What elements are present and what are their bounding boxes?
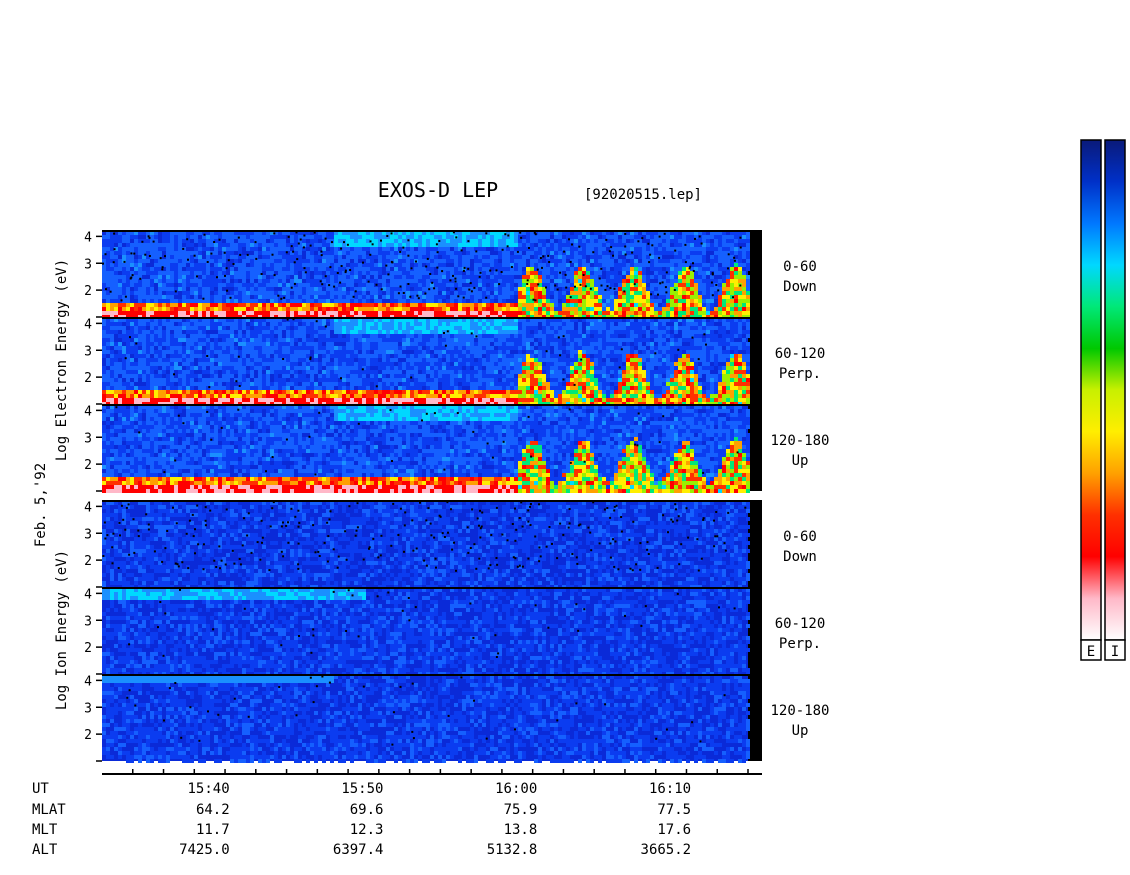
colorbar-label: E: [1087, 644, 1095, 660]
panel-electron-2: 2 3 4 120-180 Up: [84, 404, 830, 493]
y-tick-label: 2: [84, 554, 92, 569]
panel-electron-1: 2 3 4 60-120 Perp.: [84, 317, 825, 406]
dropout-pixels: [102, 501, 747, 572]
heatmap-cells: [102, 405, 750, 493]
date-label: Feb. 5,'92: [33, 463, 49, 547]
ephemeris-row-label: MLT: [32, 822, 58, 838]
y-tick-label: 4: [84, 500, 92, 515]
electron-axis-label: Log Electron Energy (eV): [54, 259, 70, 461]
ephemeris-row-label: MLAT: [32, 802, 66, 818]
ephemeris-row-label: UT: [32, 781, 49, 797]
ephemeris-value: 6397.4: [333, 842, 384, 858]
y-tick-label: 4: [84, 230, 92, 245]
dropout-pixels: [126, 675, 726, 746]
colorbar-label: I: [1111, 644, 1119, 660]
ephemeris-value: 77.5: [657, 802, 691, 818]
dropout-pixels: [115, 406, 739, 476]
ephemeris-value: 69.6: [350, 802, 384, 818]
colorbar-label-box: [1080, 639, 1102, 661]
ephemeris-value: 75.9: [504, 802, 538, 818]
y-tick-label: 3: [84, 701, 92, 716]
ephemeris-value: 13.8: [504, 822, 538, 838]
colorbar-e: [1080, 139, 1102, 641]
ion-axis-label: Log Ion Energy (eV): [54, 550, 70, 710]
ephemeris-value: 3665.2: [641, 842, 692, 858]
y-tick-label: 3: [84, 257, 92, 272]
spectrogram-panels: 2 3 4 0-60 Down 2 3 4 60-120 Perp. 2 3 4 120-180 Up 2 3 4…: [84, 230, 830, 763]
colorbar-label-box: [1104, 639, 1126, 661]
y-tick-label: 3: [84, 431, 92, 446]
y-tick-label: 3: [84, 527, 92, 542]
ephemeris-value: 5132.8: [487, 842, 538, 858]
y-tick-label: 2: [84, 641, 92, 656]
pitch-range-label: 0-60: [783, 529, 817, 545]
y-tick-label: 2: [84, 728, 92, 743]
y-tick-label: 4: [84, 674, 92, 689]
pitch-direction-label: Down: [783, 549, 817, 565]
pitch-direction-label: Perp.: [779, 636, 821, 652]
y-tick-label: 3: [84, 614, 92, 629]
y-tick-label: 4: [84, 587, 92, 602]
colorbar-i: [1104, 139, 1126, 641]
dropout-pixels: [124, 318, 707, 389]
y-tick-label: 3: [84, 344, 92, 359]
y-tick-label: 4: [84, 317, 92, 332]
ephemeris-value: 15:50: [341, 781, 383, 797]
y-tick-label: 2: [84, 458, 92, 473]
pitch-direction-label: Up: [792, 453, 809, 469]
chart-title: EXOS-D LEP: [378, 178, 498, 202]
panel-ion-2: 2 3 4 120-180 Up: [84, 674, 830, 763]
ephemeris-value: 11.7: [196, 822, 230, 838]
pitch-direction-label: Up: [792, 723, 809, 739]
ephemeris-value: 7425.0: [179, 842, 230, 858]
ephemeris-value: 16:10: [649, 781, 691, 797]
ephemeris-value: 15:40: [188, 781, 230, 797]
panel-electron-0: 2 3 4 0-60 Down: [84, 230, 817, 319]
heatmap-cells: [102, 231, 750, 319]
heatmap-cells: [102, 588, 750, 676]
time-axis: [102, 769, 762, 775]
ephemeris-value: 17.6: [657, 822, 691, 838]
heatmap-cells: [102, 675, 750, 763]
ephemeris-value: 16:00: [495, 781, 537, 797]
ephemeris-value: 64.2: [196, 802, 230, 818]
file-label: [92020515.lep]: [584, 187, 702, 203]
pitch-direction-label: Perp.: [779, 366, 821, 382]
ephemeris-row-label: ALT: [32, 842, 58, 858]
panel-ion-1: 2 3 4 60-120 Perp.: [84, 587, 825, 676]
heatmap-cells: [102, 501, 750, 589]
y-tick-label: 2: [84, 284, 92, 299]
panel-ion-0: 2 3 4 0-60 Down: [84, 500, 817, 589]
pitch-range-label: 120-180: [770, 433, 829, 449]
pitch-direction-label: Down: [783, 279, 817, 295]
ephemeris-value: 12.3: [350, 822, 384, 838]
ephemeris-table: UT 15:40 15:50 16:00 16:10 MLAT 64.2 69.6 75.9 77…: [32, 781, 691, 858]
dropout-pixels: [102, 231, 742, 302]
y-tick-label: 2: [84, 371, 92, 386]
pitch-range-label: 60-120: [775, 616, 826, 632]
pitch-range-label: 60-120: [775, 346, 826, 362]
pitch-range-label: 0-60: [783, 259, 817, 275]
pitch-range-label: 120-180: [770, 703, 829, 719]
dropout-pixels: [128, 588, 736, 658]
y-tick-label: 4: [84, 404, 92, 419]
